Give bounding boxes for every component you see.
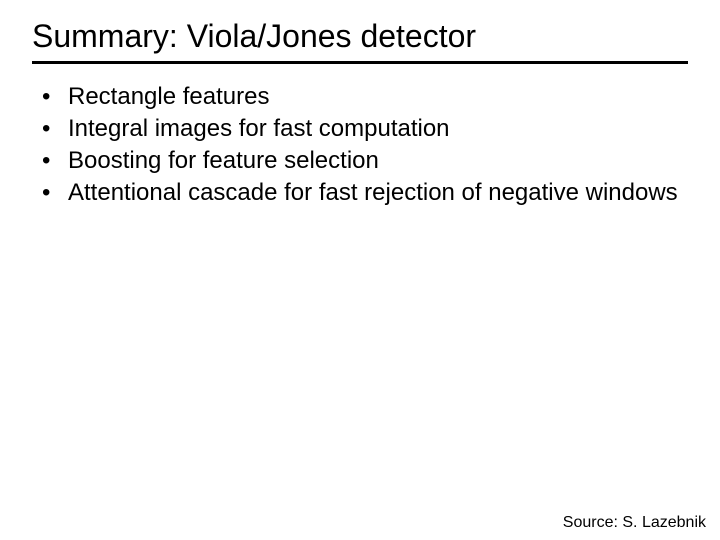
bullet-text: Rectangle features [68,82,690,112]
bullet-icon: • [40,82,68,112]
slide-container: Summary: Viola/Jones detector • Rectangl… [0,0,720,540]
slide-title: Summary: Viola/Jones detector [30,18,690,55]
list-item: • Attentional cascade for fast rejection… [40,178,690,208]
bullet-text: Boosting for feature selection [68,146,690,176]
title-divider [32,61,688,64]
bullet-list: • Rectangle features • Integral images f… [30,82,690,208]
list-item: • Boosting for feature selection [40,146,690,176]
bullet-icon: • [40,178,68,208]
bullet-text: Attentional cascade for fast rejection o… [68,178,690,208]
list-item: • Integral images for fast computation [40,114,690,144]
bullet-icon: • [40,146,68,176]
bullet-icon: • [40,114,68,144]
bullet-text: Integral images for fast computation [68,114,690,144]
list-item: • Rectangle features [40,82,690,112]
source-attribution: Source: S. Lazebnik [563,514,706,532]
